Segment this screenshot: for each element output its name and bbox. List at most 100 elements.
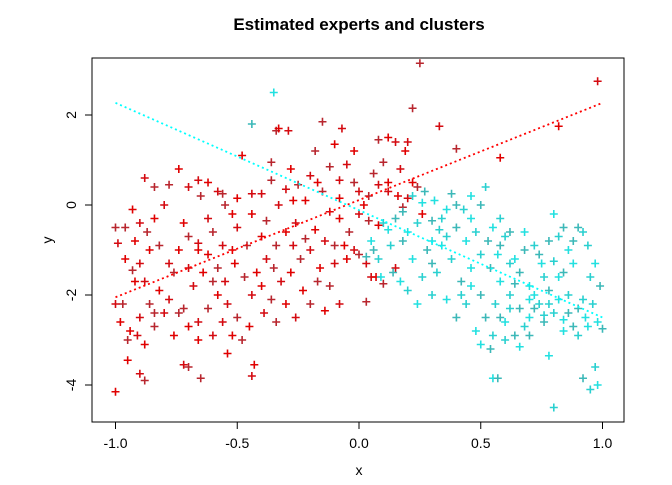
point-red <box>396 165 405 173</box>
point-red <box>213 264 222 272</box>
point-red <box>391 138 400 146</box>
point-red <box>174 246 183 254</box>
point-red <box>221 277 230 286</box>
point-red <box>218 318 227 326</box>
point-cyan <box>491 300 500 308</box>
point-cyan <box>598 324 607 333</box>
point-red <box>247 372 256 380</box>
point-red <box>355 210 363 218</box>
point-red <box>184 363 193 371</box>
point-red <box>140 376 149 385</box>
point-red <box>135 313 144 322</box>
point-cyan <box>559 223 568 232</box>
point-cyan <box>515 304 524 313</box>
point-red <box>196 374 205 383</box>
point-cyan <box>593 381 602 389</box>
point-cyan <box>432 268 441 277</box>
point-cyan <box>374 255 383 263</box>
point-red <box>213 291 222 299</box>
point-cyan <box>452 201 461 209</box>
point-cyan <box>505 291 514 299</box>
point-red <box>140 340 149 349</box>
y-tick-label: 2 <box>63 111 79 119</box>
point-red <box>272 241 281 250</box>
point-red <box>150 309 159 317</box>
point-cyan <box>569 237 578 245</box>
point-cyan <box>501 318 510 326</box>
point-red <box>247 291 256 299</box>
point-red <box>335 194 344 203</box>
point-cyan <box>583 322 592 331</box>
point-red <box>274 124 283 133</box>
point-red <box>291 313 300 322</box>
point-cyan <box>376 273 385 281</box>
fit-lines-layer <box>115 102 603 319</box>
point-red <box>208 331 217 340</box>
point-red <box>340 241 349 250</box>
point-red <box>342 255 351 263</box>
point-red <box>169 331 178 340</box>
chart-title: Estimated experts and clusters <box>233 15 484 34</box>
point-red <box>289 241 298 250</box>
point-red <box>257 232 266 241</box>
point-cyan <box>579 374 588 383</box>
point-red <box>113 239 122 248</box>
point-red <box>204 178 213 187</box>
point-red <box>320 306 329 315</box>
point-red <box>189 282 198 290</box>
point-cyan <box>486 264 495 272</box>
point-red <box>554 122 563 131</box>
point-red <box>174 309 183 317</box>
point-red <box>111 300 120 308</box>
point-red <box>135 259 144 268</box>
point-cyan <box>396 277 405 286</box>
point-cyan <box>369 246 378 254</box>
point-red <box>155 286 164 295</box>
point-cyan <box>423 246 432 254</box>
point-red <box>593 77 602 86</box>
point-red <box>221 201 230 209</box>
point-red <box>179 219 188 227</box>
point-red <box>204 250 213 259</box>
point-cyan <box>467 192 476 200</box>
point-red <box>391 264 400 272</box>
point-cyan <box>574 223 583 232</box>
point-red <box>267 176 276 185</box>
point-cyan <box>367 237 376 245</box>
point-red <box>379 279 388 288</box>
y-tick-label: -4 <box>63 379 79 392</box>
point-red <box>418 210 427 218</box>
point-cyan <box>564 246 573 254</box>
point-red <box>384 133 393 142</box>
point-cyan <box>544 351 553 360</box>
point-cyan <box>554 273 563 281</box>
point-red <box>403 194 412 203</box>
point-cyan <box>586 273 595 281</box>
point-cyan <box>540 318 549 326</box>
point-cyan <box>447 189 456 198</box>
y-axis: -4 -2 0 2 <box>63 111 93 392</box>
point-red <box>452 144 461 153</box>
point-cyan <box>476 340 485 349</box>
point-cyan <box>471 228 480 236</box>
point-cyan <box>549 403 558 412</box>
point-red <box>342 160 351 169</box>
point-cyan <box>398 207 407 216</box>
point-cyan <box>544 286 553 295</box>
point-cyan <box>569 259 578 268</box>
point-cyan <box>591 259 600 268</box>
point-cyan <box>549 257 558 266</box>
point-red <box>194 246 203 254</box>
point-red <box>126 327 135 335</box>
point-red <box>174 165 183 173</box>
point-red <box>208 277 217 286</box>
point-red <box>133 331 142 340</box>
point-cyan <box>510 255 519 263</box>
point-cyan <box>467 214 476 223</box>
point-cyan <box>437 214 446 223</box>
point-red <box>403 138 412 146</box>
point-cyan <box>428 216 437 225</box>
point-red <box>355 187 363 196</box>
point-cyan <box>462 237 471 245</box>
